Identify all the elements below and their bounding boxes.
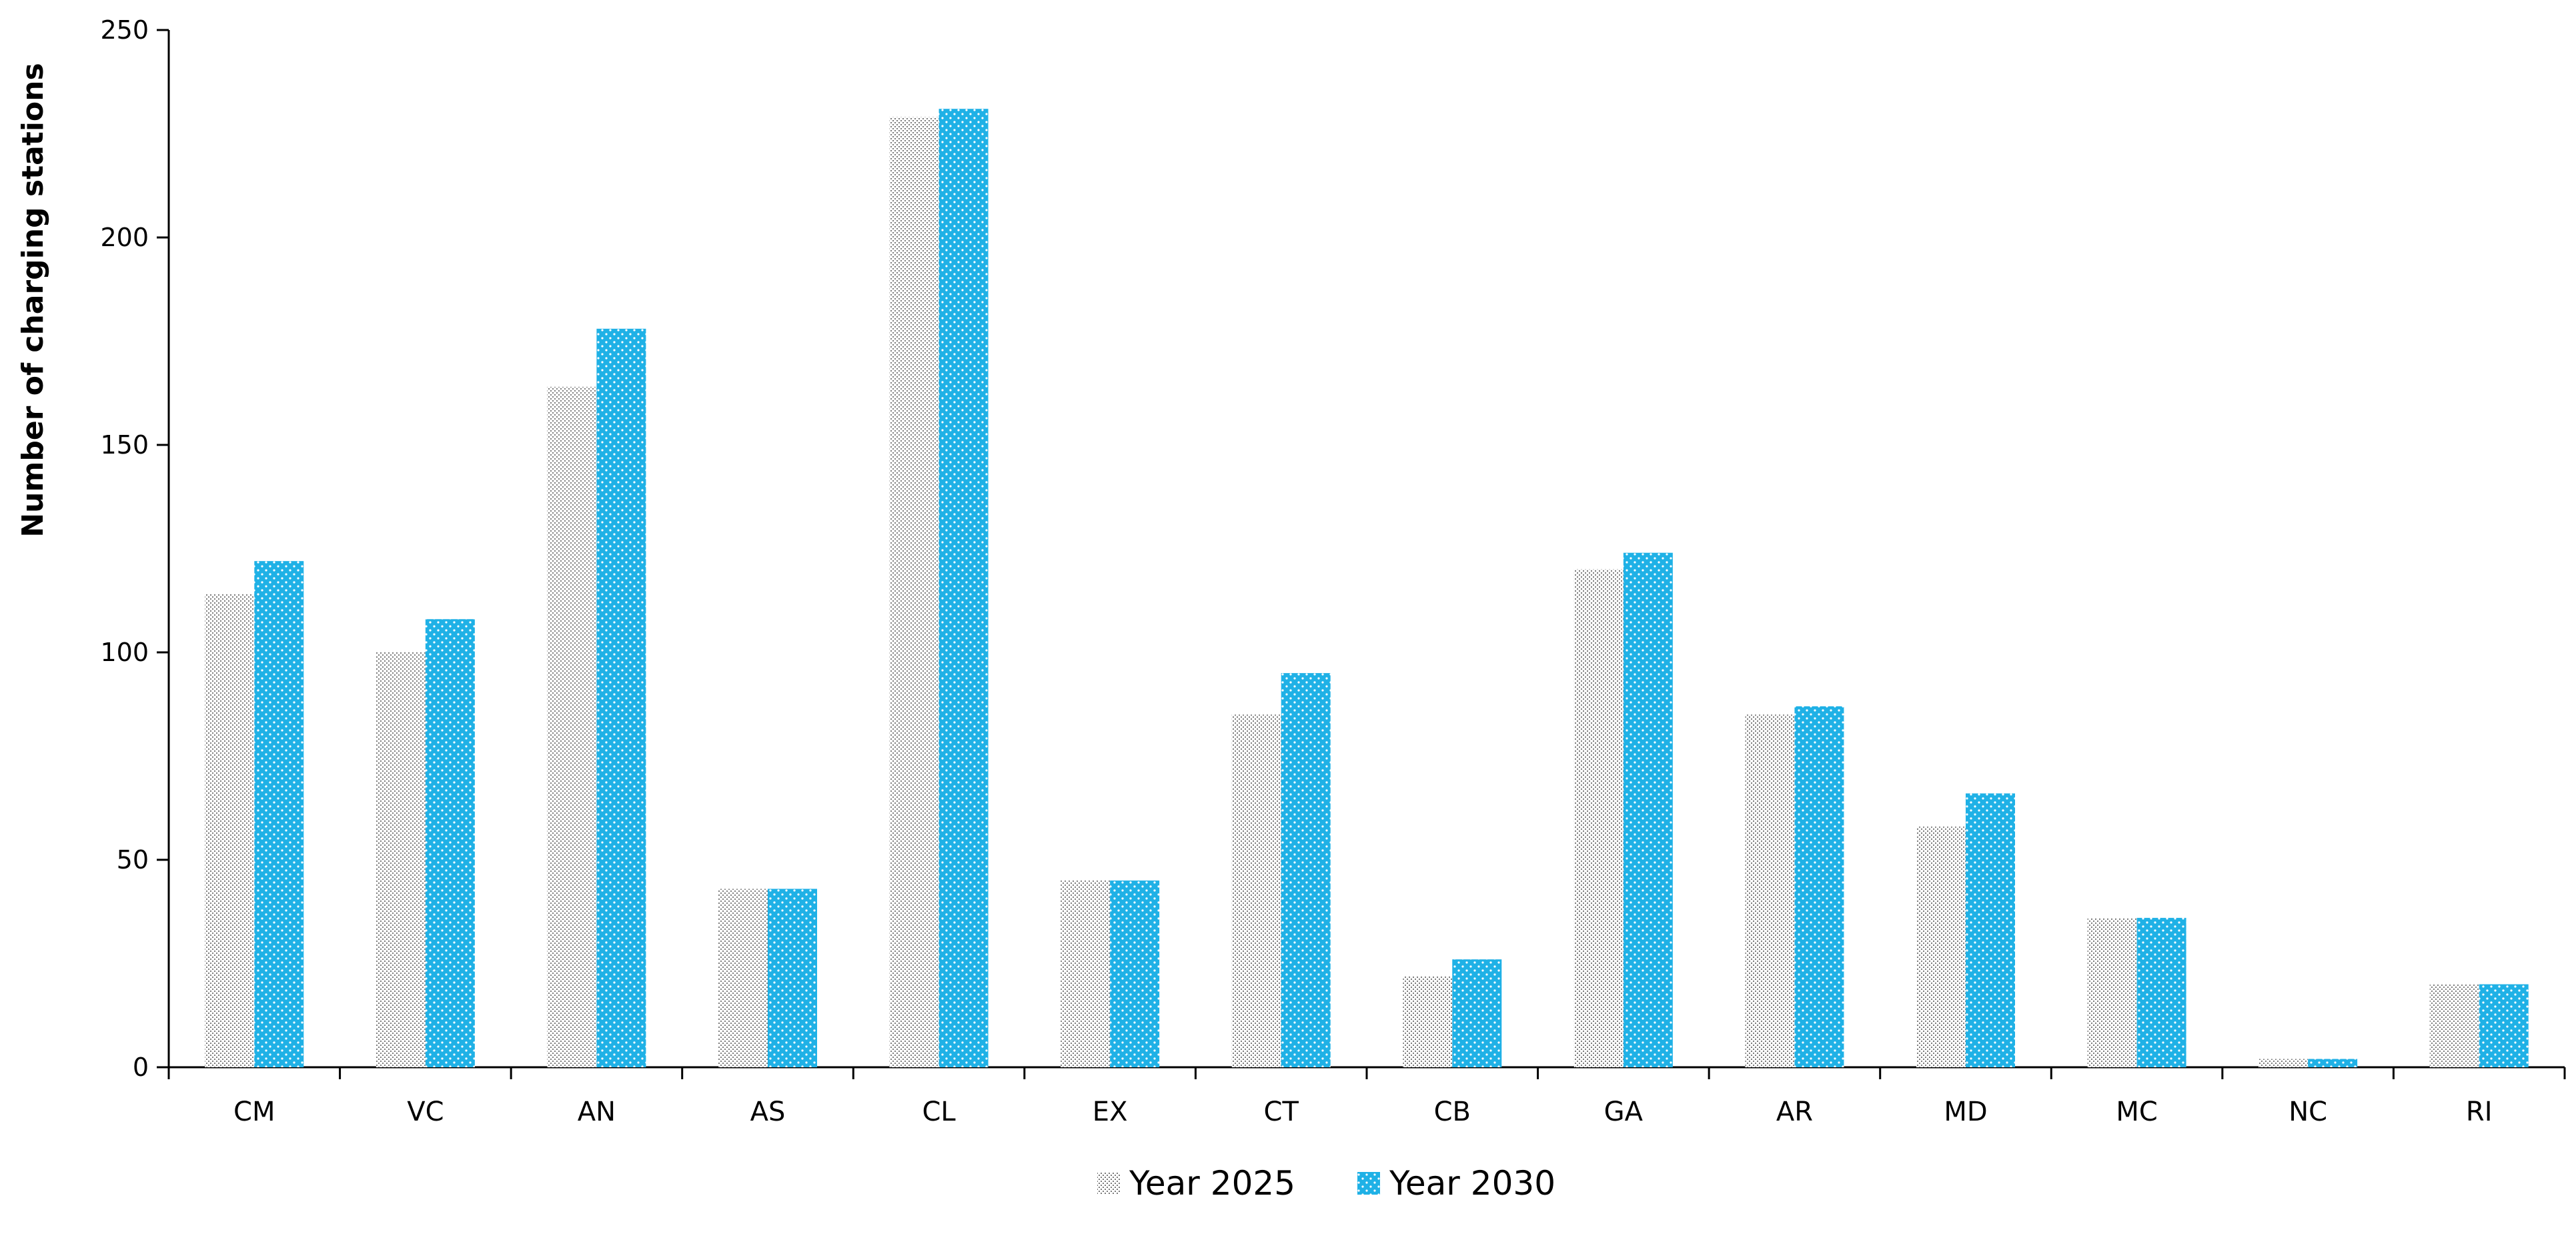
legend-swatch-year-2030 bbox=[1357, 1172, 1380, 1195]
bar-year-2030 bbox=[2308, 1059, 2358, 1067]
legend-label-year-2030: Year 2030 bbox=[1389, 1164, 1555, 1203]
bar-year-2030 bbox=[2136, 918, 2186, 1067]
x-category-label: AN bbox=[578, 1097, 616, 1127]
bar-year-2030 bbox=[1452, 959, 1502, 1067]
x-category-label: CT bbox=[1264, 1097, 1299, 1127]
legend-swatch-year-2025 bbox=[1097, 1172, 1120, 1195]
bar-year-2025 bbox=[1916, 826, 1966, 1067]
bar-year-2025 bbox=[718, 888, 768, 1067]
y-tick-label: 150 bbox=[100, 430, 149, 460]
bar-year-2025 bbox=[1061, 880, 1111, 1067]
bar-year-2025 bbox=[205, 594, 255, 1067]
x-category-label: AR bbox=[1776, 1097, 1813, 1127]
bar-year-2030 bbox=[938, 109, 989, 1068]
x-category-label: NC bbox=[2289, 1097, 2327, 1127]
x-category-label: MD bbox=[1944, 1097, 1987, 1127]
bar-year-2030 bbox=[596, 328, 646, 1068]
x-category-label: CL bbox=[922, 1097, 956, 1127]
legend: Year 2025 Year 2030 bbox=[1097, 1164, 1555, 1203]
y-tick-label: 50 bbox=[117, 845, 149, 874]
bar-year-2025 bbox=[2087, 918, 2137, 1067]
x-category-label: VC bbox=[407, 1097, 444, 1127]
x-category-label: CM bbox=[233, 1097, 275, 1127]
bar-year-2025 bbox=[2259, 1059, 2309, 1067]
plot-area: 0 50 100 150 200 250 CM VC AN AS CL EX CT CB GA AR MD MC N… bbox=[100, 15, 2566, 1127]
x-category-label: GA bbox=[1604, 1097, 1644, 1127]
bar-year-2025 bbox=[889, 117, 939, 1067]
bar-year-2030 bbox=[1110, 880, 1160, 1067]
bar-year-2025 bbox=[376, 652, 426, 1067]
y-tick-label: 200 bbox=[100, 223, 149, 252]
bar-year-2030 bbox=[768, 888, 817, 1067]
bar-year-2025 bbox=[1573, 569, 1624, 1067]
y-tick-label: 0 bbox=[133, 1053, 149, 1082]
bar-year-2030 bbox=[2479, 984, 2529, 1067]
bar-year-2030 bbox=[1281, 673, 1331, 1067]
x-category-label: CB bbox=[1434, 1097, 1471, 1127]
x-category-label: RI bbox=[2466, 1097, 2493, 1127]
bar-year-2030 bbox=[425, 619, 475, 1067]
bar-year-2030 bbox=[1794, 706, 1844, 1067]
bar-year-2025 bbox=[1403, 976, 1453, 1067]
bar-year-2025 bbox=[547, 386, 597, 1067]
x-category-label: AS bbox=[750, 1097, 786, 1127]
bar-year-2025 bbox=[2429, 984, 2479, 1067]
bar-year-2030 bbox=[254, 561, 304, 1067]
bar-year-2030 bbox=[1623, 552, 1673, 1067]
y-tick-label: 250 bbox=[100, 15, 149, 45]
y-axis-title: Number of charging stations bbox=[16, 63, 50, 537]
y-tick-label: 100 bbox=[100, 638, 149, 667]
x-category-label: MC bbox=[2116, 1097, 2157, 1127]
bar-year-2025 bbox=[1745, 714, 1795, 1067]
legend-label-year-2025: Year 2025 bbox=[1129, 1164, 1295, 1203]
bar-year-2025 bbox=[1231, 714, 1281, 1067]
x-category-label: EX bbox=[1093, 1097, 1128, 1127]
bar-year-2030 bbox=[1966, 793, 2015, 1067]
